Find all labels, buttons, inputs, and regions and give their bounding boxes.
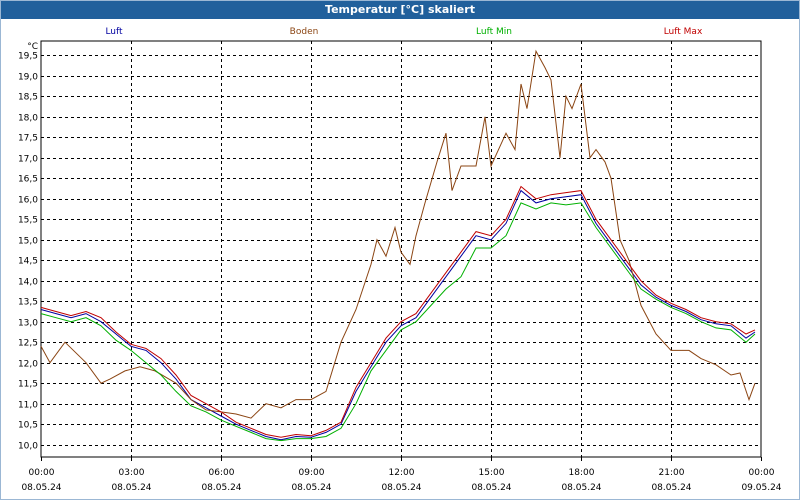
x-tick-time: 18:00 <box>569 468 595 478</box>
x-tick-time: 09:00 <box>299 468 325 478</box>
x-tick-date: 08.05.24 <box>21 483 61 493</box>
x-tick-time: 00:00 <box>29 468 55 478</box>
y-tick-label: 14,0 <box>18 278 38 288</box>
y-tick-label: 13,0 <box>18 319 38 329</box>
y-tick-label: 18,0 <box>18 114 38 124</box>
temperature-chart: 10,0 10,5 11,0 11,5 12,0 12,5 13,0 13,5 14,0 14,5… <box>18 27 782 493</box>
x-tick-time: 03:00 <box>119 468 145 478</box>
y-tick-label: 11,5 <box>18 380 38 390</box>
y-tick-label: 17,0 <box>18 155 38 165</box>
legend-luft-max: Luft Max <box>664 27 703 37</box>
y-tick-label: 16,5 <box>18 175 38 185</box>
legend-boden: Boden <box>290 27 319 37</box>
x-tick-date: 08.05.24 <box>201 483 241 493</box>
y-tick-label: 12,0 <box>18 360 38 370</box>
chart-title: Temperatur [°C] skaliert <box>1 1 799 19</box>
legend: Luft Boden Luft Min Luft Max <box>105 27 703 37</box>
x-tick-date: 08.05.24 <box>471 483 511 493</box>
y-tick-label: 19,0 <box>18 73 38 83</box>
x-tick-date: 08.05.24 <box>111 483 151 493</box>
x-tick-time: 06:00 <box>209 468 235 478</box>
series-lines <box>40 49 756 442</box>
y-axis-label: °C <box>27 42 38 52</box>
legend-luft-min: Luft Min <box>476 27 512 37</box>
series-line-luft-max <box>40 185 756 438</box>
series-line-luft <box>40 189 756 441</box>
series-line-luft-min <box>40 202 756 442</box>
y-tick-label: 11,0 <box>18 401 38 411</box>
x-tick-date: 08.05.24 <box>561 483 601 493</box>
x-tick-time: 15:00 <box>479 468 505 478</box>
y-tick-label: 16,0 <box>18 196 38 206</box>
y-tick-label: 17,5 <box>18 134 38 144</box>
x-tick-date: 08.05.24 <box>291 483 331 493</box>
y-tick-label: 13,5 <box>18 298 38 308</box>
y-tick-label: 10,0 <box>18 442 38 452</box>
y-tick-label: 15,0 <box>18 237 38 247</box>
y-tick-label: 19,5 <box>18 52 38 62</box>
y-tick-label: 18,5 <box>18 93 38 103</box>
legend-luft: Luft <box>105 27 123 37</box>
axes: 10,0 10,5 11,0 11,5 12,0 12,5 13,0 13,5 14,0 14,5… <box>18 40 782 493</box>
x-tick-time: 12:00 <box>389 468 415 478</box>
y-tick-label: 15,5 <box>18 216 38 226</box>
x-tick-time: 21:00 <box>659 468 685 478</box>
x-tick-time: 00:00 <box>749 468 775 478</box>
x-tick-date: 09.05.24 <box>741 483 781 493</box>
x-tick-date: 08.05.24 <box>651 483 691 493</box>
y-tick-label: 14,5 <box>18 257 38 267</box>
y-tick-label: 12,5 <box>18 339 38 349</box>
grid <box>41 41 761 457</box>
y-tick-label: 10,5 <box>18 421 38 431</box>
x-tick-date: 08.05.24 <box>381 483 421 493</box>
